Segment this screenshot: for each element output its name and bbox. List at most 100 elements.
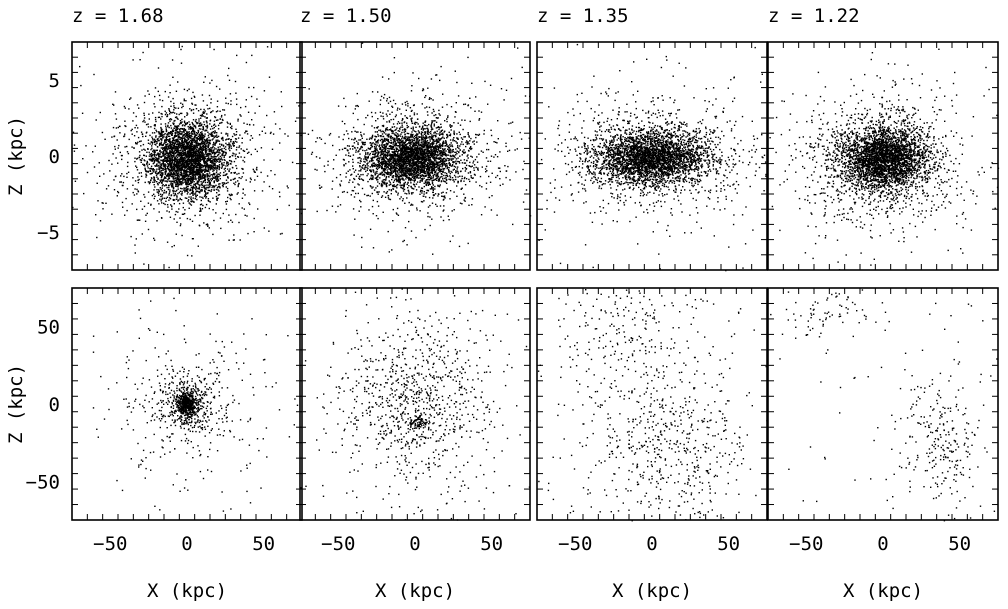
data-point	[191, 152, 192, 153]
data-point	[451, 142, 452, 143]
data-point	[200, 128, 201, 129]
data-point	[427, 151, 428, 152]
data-point	[187, 136, 188, 137]
data-point	[199, 167, 200, 168]
data-point	[190, 155, 191, 156]
data-point	[200, 204, 201, 205]
data-point	[205, 194, 206, 195]
data-point	[173, 153, 174, 154]
data-point	[213, 163, 214, 164]
data-point	[194, 142, 195, 143]
data-point	[367, 181, 368, 182]
data-point	[180, 181, 181, 182]
data-point	[166, 148, 167, 149]
data-point	[236, 134, 237, 135]
data-point	[161, 133, 162, 134]
data-point	[384, 138, 385, 139]
data-point	[264, 127, 265, 128]
data-point	[212, 128, 213, 129]
data-point	[204, 136, 205, 137]
data-point	[209, 148, 210, 149]
data-point	[209, 95, 210, 96]
data-point	[207, 149, 208, 150]
data-point	[215, 117, 216, 118]
data-point	[215, 142, 216, 143]
data-point	[200, 175, 201, 176]
data-point	[230, 141, 231, 142]
data-point	[274, 174, 275, 175]
data-point	[208, 145, 209, 146]
data-point	[169, 119, 170, 120]
data-point	[99, 162, 100, 163]
data-point	[227, 190, 228, 191]
data-point	[151, 148, 152, 149]
data-point	[201, 197, 202, 198]
data-point	[230, 220, 231, 221]
data-point	[151, 145, 152, 146]
data-point	[170, 106, 171, 107]
data-point	[221, 150, 222, 151]
data-point	[177, 157, 178, 158]
data-point	[212, 175, 213, 176]
data-point	[181, 152, 182, 153]
data-point	[196, 139, 197, 140]
data-point	[205, 130, 206, 131]
data-point	[177, 119, 178, 120]
data-point	[398, 166, 399, 167]
data-point	[172, 130, 173, 131]
data-point	[169, 158, 170, 159]
data-point	[158, 189, 159, 190]
data-point	[186, 115, 187, 116]
data-point	[192, 104, 193, 105]
data-point	[221, 144, 222, 145]
data-point	[198, 154, 199, 155]
data-point	[228, 148, 229, 149]
data-point	[179, 114, 180, 115]
data-point	[292, 162, 293, 163]
data-point	[181, 191, 182, 192]
data-point	[355, 151, 356, 152]
data-point	[122, 155, 123, 156]
data-point	[413, 174, 414, 175]
data-point	[238, 147, 239, 148]
data-point	[158, 154, 159, 155]
data-point	[152, 138, 153, 139]
data-point	[178, 165, 179, 166]
data-point	[251, 119, 252, 120]
data-point	[191, 159, 192, 160]
data-point	[287, 187, 288, 188]
data-point	[134, 188, 135, 189]
data-point	[269, 186, 270, 187]
data-point	[189, 133, 190, 134]
data-point	[216, 135, 217, 136]
data-point	[171, 112, 172, 113]
data-point	[162, 147, 163, 148]
data-point	[463, 149, 464, 150]
data-point	[146, 175, 147, 176]
data-point	[204, 190, 205, 191]
data-point	[210, 112, 211, 113]
data-point	[224, 114, 225, 115]
data-point	[185, 151, 186, 152]
data-point	[136, 131, 137, 132]
data-point	[205, 174, 206, 175]
data-point	[195, 196, 196, 197]
data-point	[239, 177, 240, 178]
data-point	[209, 182, 210, 183]
data-point	[213, 220, 214, 221]
data-point	[186, 184, 187, 185]
data-point	[149, 135, 150, 136]
data-point	[211, 178, 212, 179]
data-point	[247, 133, 248, 134]
data-point	[199, 215, 200, 216]
data-point	[203, 222, 204, 223]
data-point	[281, 106, 282, 107]
data-point	[139, 220, 140, 221]
data-point	[194, 148, 195, 149]
data-point	[156, 141, 157, 142]
data-point	[154, 186, 155, 187]
data-point	[213, 165, 214, 166]
data-point	[179, 217, 180, 218]
data-point	[165, 184, 166, 185]
